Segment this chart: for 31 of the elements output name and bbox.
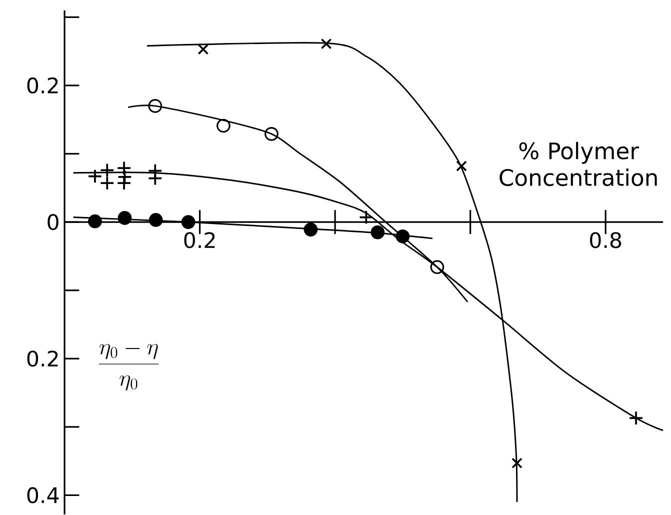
- y-tick-label: 0: [48, 214, 58, 230]
- point: [148, 99, 162, 113]
- point: [304, 222, 318, 236]
- point: [118, 211, 132, 225]
- point: [148, 213, 163, 227]
- point: [148, 171, 162, 186]
- point: [320, 38, 332, 50]
- point: [264, 127, 278, 141]
- point: [88, 214, 102, 228]
- point: [117, 170, 132, 184]
- y-tick-label: 0.4: [27, 487, 59, 504]
- point: [100, 162, 114, 178]
- x-axis-title: % Polymer Concentration: [500, 142, 657, 186]
- point: [216, 118, 230, 133]
- point: [100, 176, 114, 190]
- y-axis-title: $\frac{\eta_0-\eta}{\eta_0}$: [98, 344, 159, 391]
- point: [512, 458, 522, 469]
- point: [358, 210, 374, 225]
- y-tick-label: 0.2: [27, 77, 58, 94]
- point: [116, 176, 132, 190]
- point: [198, 44, 209, 55]
- point: [116, 160, 132, 176]
- y-tick-label: 0.2: [27, 350, 58, 367]
- point: [456, 160, 467, 172]
- point: [370, 225, 385, 240]
- point: [628, 410, 644, 426]
- x-tick-label: 0.8: [590, 232, 622, 248]
- point: [88, 168, 102, 184]
- point: [181, 215, 196, 229]
- point: [396, 229, 410, 244]
- point: [430, 260, 444, 274]
